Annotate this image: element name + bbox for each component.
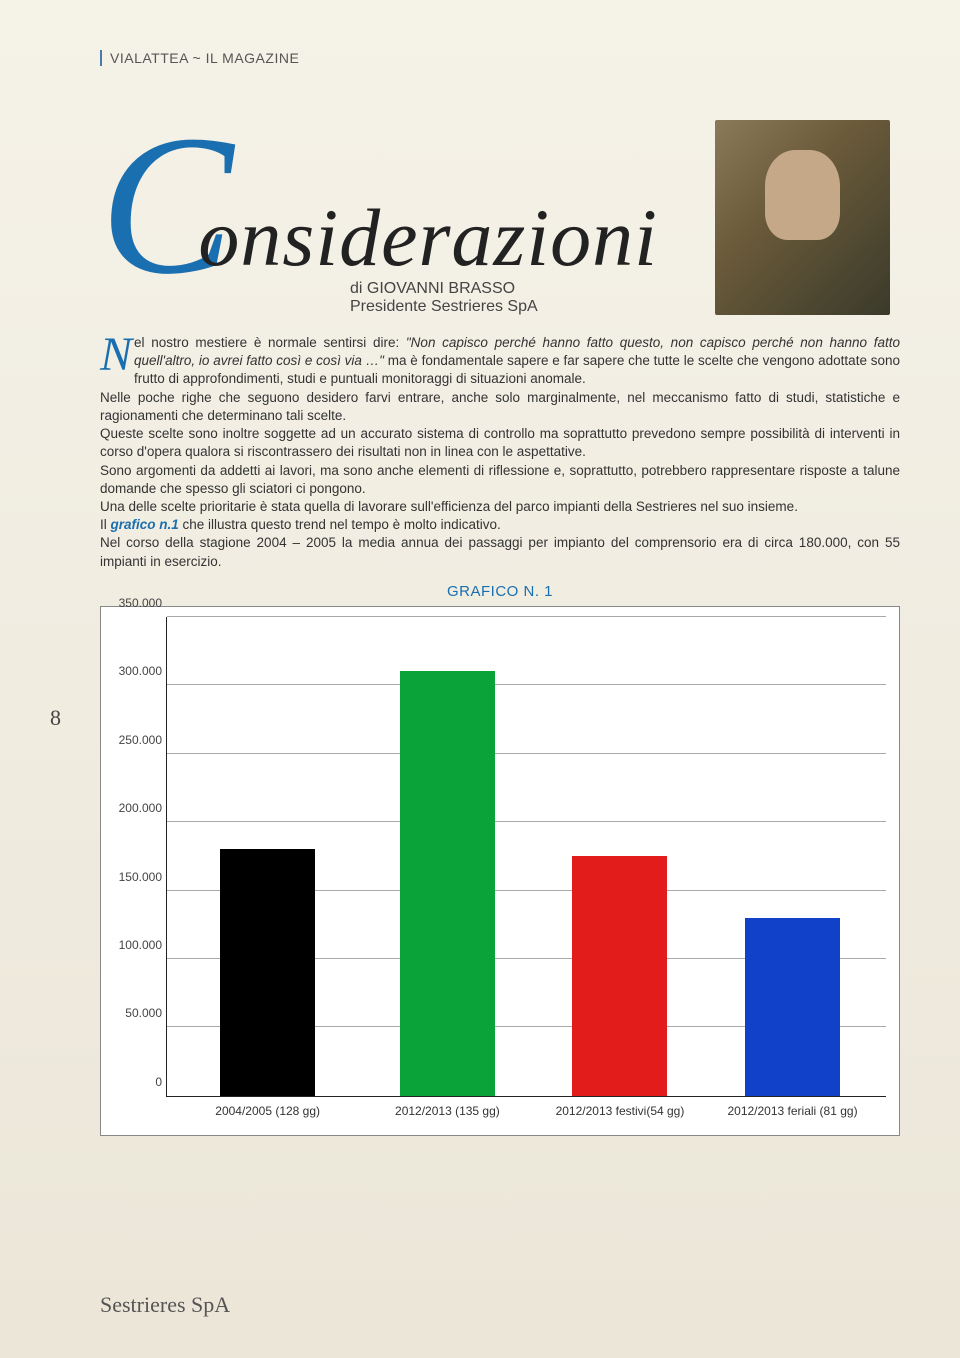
chart-y-tick: 300.000 — [107, 664, 162, 678]
chart-y-tick: 100.000 — [107, 938, 162, 952]
byline-prefix: di — [350, 280, 367, 297]
chart-bar — [572, 856, 667, 1096]
chart-x-tick: 2012/2013 feriali (81 gg) — [727, 1104, 857, 1118]
byline-author-name: GIOVANNI BRASSO — [367, 280, 515, 297]
header-rule: VIALATTEA ~ IL MAGAZINE — [100, 50, 900, 66]
chart-gridline — [167, 821, 886, 822]
chart-x-tick: 2012/2013 (135 gg) — [395, 1104, 500, 1118]
body-grafico-ref: grafico n.1 — [111, 517, 179, 532]
body-p2: Nelle poche righe che seguono desidero f… — [100, 390, 900, 423]
body-drop-cap: N — [100, 338, 132, 372]
body-p6b: che illustra questo trend nel tempo è mo… — [179, 517, 501, 532]
author-photo — [715, 120, 890, 315]
chart-bar — [220, 849, 315, 1096]
chart-gridline — [167, 684, 886, 685]
article-body: Nel nostro mestiere è normale sentirsi d… — [100, 334, 900, 571]
chart-x-tick: 2012/2013 festivi(54 gg) — [556, 1104, 685, 1118]
body-p3: Queste scelte sono inoltre soggette ad u… — [100, 426, 900, 459]
chart-x-tick: 2004/2005 (128 gg) — [215, 1104, 320, 1118]
chart-bar — [400, 671, 495, 1096]
chart-y-tick: 50.000 — [107, 1006, 162, 1020]
body-p4: Sono argomenti da addetti ai lavori, ma … — [100, 463, 900, 496]
chart-y-tick: 150.000 — [107, 870, 162, 884]
chart-label: GRAFICO N. 1 — [100, 583, 900, 600]
chart-bar — [745, 918, 840, 1096]
body-p6a: Il — [100, 517, 111, 532]
chart-y-tick: 0 — [107, 1075, 162, 1089]
magazine-name: VIALATTEA ~ IL MAGAZINE — [110, 50, 900, 66]
chart-gridline — [167, 753, 886, 754]
chart-container: 0 50.000 100.000 150.000 200.000 250.000 300.0… — [100, 606, 900, 1136]
body-p7: Nel corso della stagione 2004 – 2005 la … — [100, 535, 900, 568]
footer-text: Sestrieres SpA — [100, 1292, 230, 1318]
body-p5: Una delle scelte prioritarie è stata que… — [100, 499, 798, 514]
page-number: 8 — [50, 705, 61, 731]
chart-plot-area: 050.000100.000150.000200.000250.000300.0… — [166, 617, 886, 1097]
title-rest: onsiderazioni — [198, 191, 657, 285]
chart-gridline — [167, 616, 886, 617]
chart-y-tick: 350.000 — [107, 596, 162, 610]
chart-y-tick: 250.000 — [107, 733, 162, 747]
chart-y-tick: 200.000 — [107, 801, 162, 815]
body-p1a: el nostro mestiere è normale sentirsi di… — [134, 335, 406, 350]
